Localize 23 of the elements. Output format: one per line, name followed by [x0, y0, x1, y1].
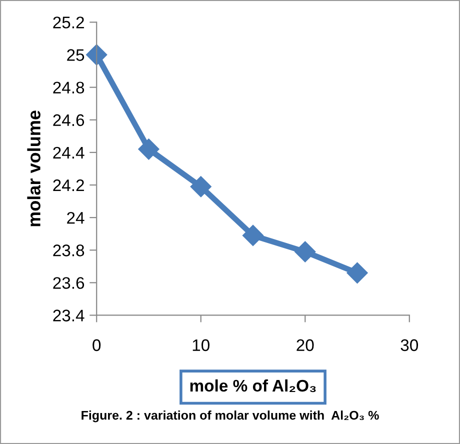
point — [242, 224, 264, 246]
point — [190, 176, 212, 198]
y-tick-label: 24.2 — [53, 179, 84, 192]
x-tick-label: 10 — [192, 339, 210, 352]
y-tick-label: 25.2 — [53, 16, 84, 28]
text: Figure. 2 : variation of molar volume with Al₂O₃ % — [82, 410, 379, 422]
y-tick-label: 24.8 — [53, 82, 84, 94]
point — [346, 262, 368, 284]
y-tick-label: 25 — [67, 49, 84, 61]
y-tick-label: 24.4 — [53, 146, 84, 158]
y-tick-label: 24 — [67, 212, 84, 224]
y-tick-label: 23.4 — [53, 310, 84, 322]
point — [138, 138, 160, 160]
y-tick-label: 23.6 — [53, 277, 84, 289]
point — [86, 44, 108, 66]
point — [294, 241, 316, 262]
y-tick-label: 23.8 — [53, 244, 84, 256]
x-tick-label: 20 — [296, 339, 314, 352]
x-tick-label: 30 — [400, 339, 418, 352]
x-axis-title: mole % of Al₂O₃ — [190, 379, 316, 392]
y-tick-label: 24.6 — [53, 114, 84, 126]
x-tick-label: 0 — [92, 339, 101, 352]
y-axis-title: molar volume — [27, 110, 40, 226]
